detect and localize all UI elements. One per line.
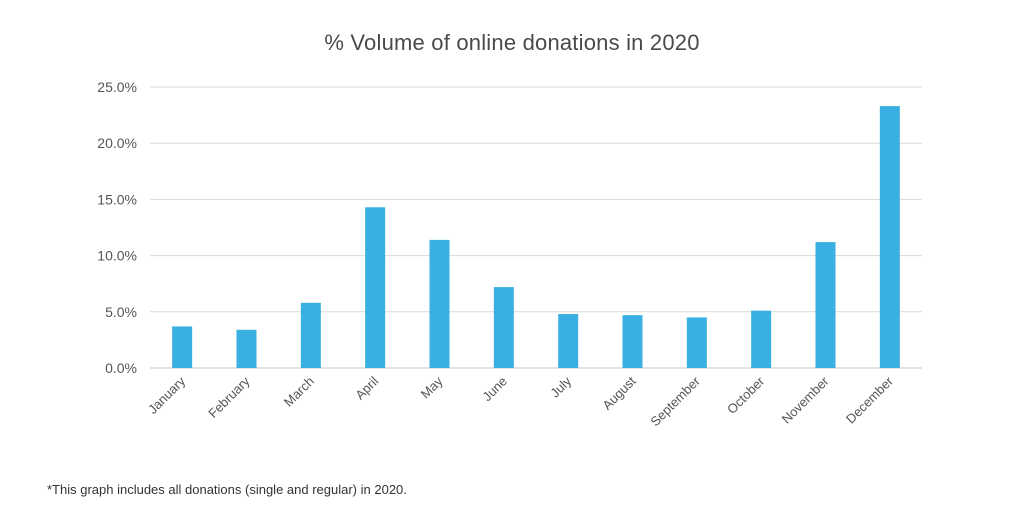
x-tick-label: May xyxy=(418,373,446,401)
bar-december xyxy=(879,106,900,368)
x-tick-label: November xyxy=(779,373,832,426)
x-tick-label: January xyxy=(145,373,189,417)
x-tick-label: September xyxy=(647,373,703,429)
x-tick-label: December xyxy=(843,373,896,426)
gridlines xyxy=(150,86,922,369)
x-tick-label: June xyxy=(479,374,510,405)
x-tick-label: July xyxy=(547,373,574,400)
y-tick-label: 0.0% xyxy=(105,360,137,376)
bar-march xyxy=(300,302,321,368)
bar-july xyxy=(558,314,579,368)
x-tick-label: February xyxy=(205,373,253,421)
bar-february xyxy=(236,329,257,368)
bar-august xyxy=(622,315,643,368)
y-tick-label: 20.0% xyxy=(97,135,137,151)
x-tick-label: April xyxy=(352,373,381,402)
bar-april xyxy=(365,207,386,368)
y-tick-label: 15.0% xyxy=(97,191,137,207)
x-tick-label: August xyxy=(599,373,638,412)
bar-september xyxy=(686,317,707,368)
bar-may xyxy=(429,239,450,368)
y-tick-label: 25.0% xyxy=(97,79,137,95)
x-tick-label: March xyxy=(281,374,317,410)
bar-november xyxy=(815,242,836,368)
bar-october xyxy=(751,310,772,368)
footnote: *This graph includes all donations (sing… xyxy=(47,482,407,497)
x-tick-label: October xyxy=(724,373,768,417)
bar-june xyxy=(493,287,514,368)
y-axis-tick-labels: 0.0% 5.0% 10.0% 15.0% 20.0% 25.0% xyxy=(97,79,137,376)
bar-january xyxy=(172,326,193,368)
y-tick-label: 5.0% xyxy=(105,304,137,320)
y-tick-label: 10.0% xyxy=(97,248,137,264)
chart-title: % Volume of online donations in 2020 xyxy=(324,30,700,55)
x-axis-tick-labels: January February March April May June July Augu… xyxy=(145,373,896,429)
bars xyxy=(172,106,900,368)
